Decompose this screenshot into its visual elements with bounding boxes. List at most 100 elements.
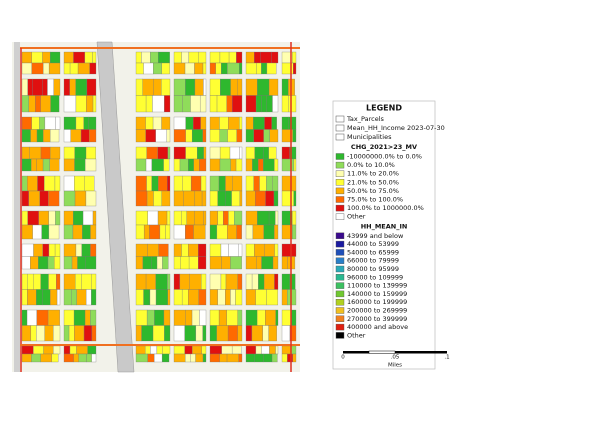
parcel	[199, 309, 207, 326]
parcel	[253, 175, 260, 192]
parcel	[192, 345, 202, 355]
parcel	[191, 129, 203, 143]
parcel	[145, 95, 153, 113]
road	[14, 42, 20, 372]
parcel	[218, 309, 227, 326]
parcel	[155, 289, 169, 306]
parcel	[167, 146, 171, 160]
parcel	[35, 95, 41, 113]
parcel	[82, 224, 91, 240]
parcel	[245, 210, 258, 226]
parcel	[194, 78, 204, 96]
parcel	[49, 289, 58, 306]
parcel	[21, 78, 28, 96]
parcel	[63, 190, 76, 207]
parcel	[173, 51, 182, 64]
legend-swatch	[335, 133, 345, 141]
parcel	[135, 210, 148, 226]
parcel	[48, 210, 56, 226]
parcel	[173, 224, 186, 240]
parcel	[92, 210, 97, 226]
parcel	[173, 309, 186, 326]
parcel	[155, 273, 168, 290]
parcel	[193, 116, 201, 130]
parcel	[188, 289, 199, 306]
parcel	[75, 243, 83, 257]
parcel	[288, 116, 297, 130]
parcel	[90, 243, 97, 257]
parcel	[200, 116, 207, 130]
parcel	[217, 190, 226, 207]
parcel	[38, 256, 49, 270]
parcel	[293, 190, 297, 207]
parcel	[245, 51, 255, 64]
scale-unit: Miles	[388, 363, 402, 369]
parcel	[228, 243, 239, 257]
parcel	[31, 353, 41, 363]
parcel	[173, 116, 186, 130]
parcel	[269, 345, 276, 355]
legend-item: 21.0% to 50.0%	[347, 178, 399, 186]
parcel	[21, 345, 34, 355]
parcel	[173, 345, 185, 355]
parcel	[274, 273, 279, 290]
parcel	[184, 62, 195, 75]
parcel	[209, 158, 221, 172]
parcel	[63, 210, 74, 226]
parcel	[164, 95, 171, 113]
legend-swatch	[335, 299, 345, 306]
legend-item: Other	[347, 213, 366, 221]
parcel	[188, 256, 199, 270]
parcel	[260, 51, 272, 64]
parcel	[234, 210, 243, 226]
parcel	[155, 129, 167, 143]
parcel	[40, 273, 49, 290]
parcel	[281, 190, 294, 207]
parcel	[152, 95, 165, 113]
parcel	[173, 146, 186, 160]
parcel	[150, 345, 158, 355]
parcel	[69, 78, 76, 96]
parcel	[49, 51, 61, 64]
parcel	[163, 158, 170, 172]
parcel	[266, 62, 277, 75]
road	[96, 41, 135, 373]
parcel	[63, 224, 74, 240]
parcel	[27, 273, 34, 290]
parcel	[216, 95, 227, 113]
parcel	[153, 190, 162, 207]
parcel	[63, 273, 76, 290]
parcel	[209, 175, 220, 192]
parcel	[78, 353, 87, 363]
parcel	[216, 325, 229, 342]
parcel	[149, 289, 157, 306]
parcel	[88, 129, 97, 143]
parcel	[72, 224, 83, 240]
parcel	[259, 175, 267, 192]
legend-group-title: CHG_2021>23_MV	[351, 143, 417, 151]
parcel	[245, 289, 256, 306]
parcel	[219, 51, 230, 64]
parcel	[39, 190, 49, 207]
parcel	[245, 158, 253, 172]
parcel	[209, 129, 220, 143]
parcel	[38, 210, 49, 226]
parcel	[145, 273, 156, 290]
parcel	[228, 116, 240, 130]
legend-swatch	[335, 307, 345, 314]
parcel	[227, 224, 237, 240]
parcel	[217, 210, 224, 226]
parcel	[268, 78, 279, 96]
legend-item: -10000000.0% to 0.0%	[347, 153, 422, 161]
parcel	[36, 158, 44, 172]
parcel	[73, 51, 86, 64]
parcel	[271, 51, 279, 64]
legend-item: 110000 to 139999	[347, 282, 407, 290]
parcel	[76, 289, 87, 306]
parcel	[21, 158, 32, 172]
parcel	[190, 95, 201, 113]
parcel	[55, 210, 61, 226]
legend-swatch	[335, 274, 345, 281]
parcel	[48, 190, 60, 207]
parcel	[281, 353, 288, 363]
